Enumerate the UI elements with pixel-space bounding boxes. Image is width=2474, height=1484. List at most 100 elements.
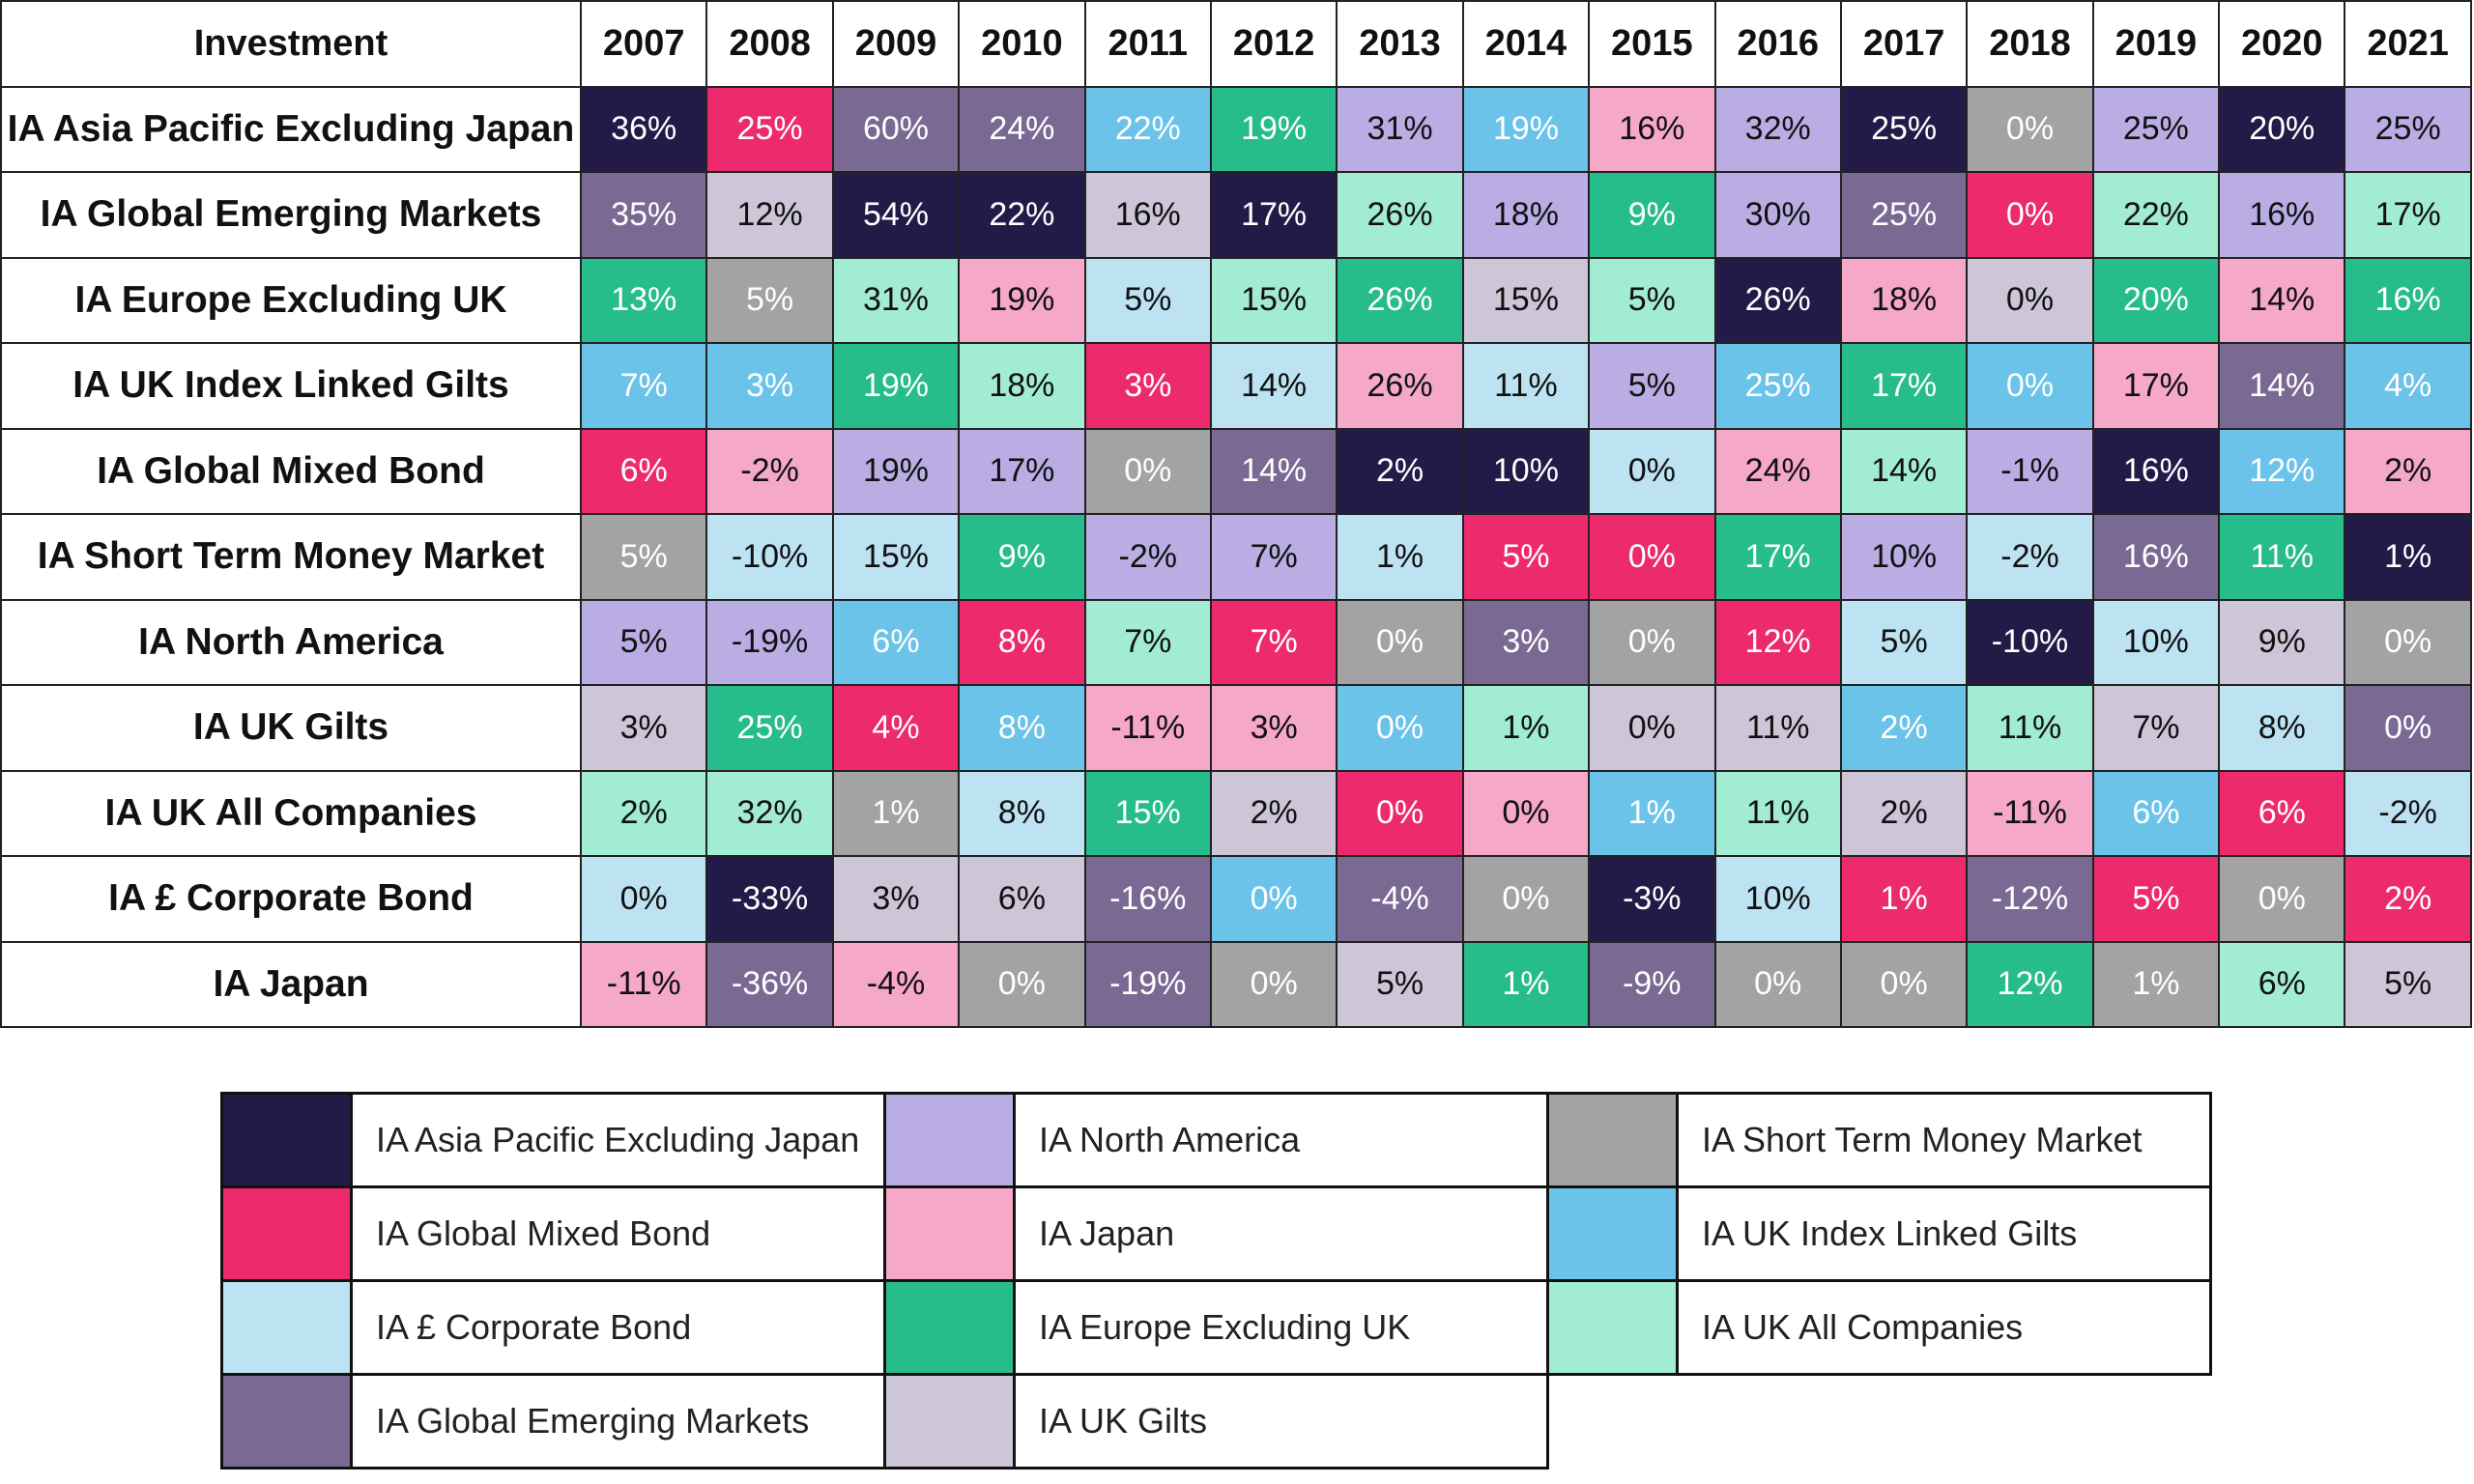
value-cell: 11% xyxy=(1966,684,2094,772)
value-cell: 0% xyxy=(1336,684,1464,772)
table-row: IA Japan -11% -36% -4% 0% -19% 0% 5% 1% -9% 0% 0% 12… xyxy=(0,940,2472,1028)
year-header-2021: 2021 xyxy=(2344,0,2472,88)
value-cell: 1% xyxy=(2091,940,2221,1028)
value-cell: 14% xyxy=(1209,427,1338,515)
value-cell: 0% xyxy=(1839,940,1969,1028)
value-cell: -12% xyxy=(1966,855,2094,943)
value-cell: 8% xyxy=(958,598,1086,686)
value-cell: 24% xyxy=(958,85,1086,173)
legend-row: IA Global Mixed Bond IA Japan IA UK Index … xyxy=(220,1185,2212,1282)
value-cell: 32% xyxy=(705,769,834,857)
row-label: IA UK Gilts xyxy=(0,684,582,772)
value-cell: -10% xyxy=(705,513,834,601)
value-cell: 11% xyxy=(1713,684,1842,772)
value-cell: 6% xyxy=(831,598,961,686)
legend-label: IA Global Emerging Markets xyxy=(350,1373,886,1470)
value-cell: 0% xyxy=(1966,85,2094,173)
value-cell: 26% xyxy=(1336,342,1464,430)
value-cell: 4% xyxy=(2344,342,2472,430)
value-cell: 5% xyxy=(705,256,834,344)
value-cell: 6% xyxy=(2091,769,2221,857)
value-cell: 16% xyxy=(2091,513,2221,601)
value-cell: -1% xyxy=(1966,427,2094,515)
value-cell: 5% xyxy=(579,513,708,601)
value-cell: 1% xyxy=(1461,684,1591,772)
value-cell: 0% xyxy=(1209,855,1338,943)
value-cell: -3% xyxy=(1588,855,1716,943)
value-cell: 17% xyxy=(1209,171,1338,259)
row-label: IA Global Emerging Markets xyxy=(0,171,582,259)
value-cell: 0% xyxy=(1966,342,2094,430)
value-cell: 25% xyxy=(705,684,834,772)
year-header-2018: 2018 xyxy=(1966,0,2094,88)
value-cell: 11% xyxy=(1461,342,1591,430)
value-cell: 0% xyxy=(1209,940,1338,1028)
value-cell: 17% xyxy=(2344,171,2472,259)
table-row: IA Global Mixed Bond 6% -2% 19% 17% 0% 14% 2% 10… xyxy=(0,427,2472,515)
value-cell: 0% xyxy=(1966,171,2094,259)
value-cell: 7% xyxy=(1209,598,1338,686)
year-header-2008: 2008 xyxy=(705,0,834,88)
legend-label: IA UK Index Linked Gilts xyxy=(1676,1185,2212,1282)
legend-label: IA North America xyxy=(1013,1092,1549,1188)
value-cell: 0% xyxy=(958,940,1086,1028)
value-cell: 5% xyxy=(579,598,708,686)
legend-label: IA Asia Pacific Excluding Japan xyxy=(350,1092,886,1188)
value-cell: 3% xyxy=(1461,598,1591,686)
table-row: IA Europe Excluding UK 13% 5% 31% 19% 5% 15% 26… xyxy=(0,256,2472,344)
value-cell: -4% xyxy=(1336,855,1464,943)
performance-table: Investment 2007 2008 2009 2010 2011 2012 2013 2… xyxy=(0,0,2472,1028)
value-cell: 3% xyxy=(579,684,708,772)
value-cell: 16% xyxy=(2344,256,2472,344)
legend-row: IA £ Corporate Bond IA Europe Excluding U… xyxy=(220,1279,2212,1376)
table-row: IA North America 5% -19% 6% 8% 7% 7% 0% 3% 0% 12% 5… xyxy=(0,598,2472,686)
value-cell: 5% xyxy=(2091,855,2221,943)
value-cell: 9% xyxy=(1588,171,1716,259)
value-cell: 31% xyxy=(831,256,961,344)
value-cell: 2% xyxy=(1336,427,1464,515)
legend-row: IA Asia Pacific Excluding Japan IA North … xyxy=(220,1092,2212,1188)
year-header-2009: 2009 xyxy=(831,0,961,88)
value-cell: 3% xyxy=(705,342,834,430)
value-cell: 26% xyxy=(1713,256,1842,344)
legend-swatch xyxy=(883,1279,1016,1376)
value-cell: 17% xyxy=(1839,342,1969,430)
value-cell: 15% xyxy=(831,513,961,601)
value-cell: -33% xyxy=(705,855,834,943)
legend-label: IA UK Gilts xyxy=(1013,1373,1549,1470)
value-cell: 20% xyxy=(2218,85,2346,173)
value-cell: 16% xyxy=(2091,427,2221,515)
value-cell: 19% xyxy=(831,342,961,430)
table-row: IA UK Index Linked Gilts 7% 3% 19% 18% 3% 14% 2… xyxy=(0,342,2472,430)
legend-swatch xyxy=(1546,1185,1679,1282)
legend-swatch xyxy=(883,1185,1016,1282)
value-cell: 5% xyxy=(2344,940,2472,1028)
legend-label: IA Japan xyxy=(1013,1185,1549,1282)
value-cell: 25% xyxy=(2344,85,2472,173)
value-cell: 26% xyxy=(1336,171,1464,259)
value-cell: 12% xyxy=(2218,427,2346,515)
value-cell: 0% xyxy=(1461,769,1591,857)
value-cell: 6% xyxy=(579,427,708,515)
legend-swatch xyxy=(1546,1092,1679,1188)
row-label: IA UK Index Linked Gilts xyxy=(0,342,582,430)
row-label: IA North America xyxy=(0,598,582,686)
value-cell: 18% xyxy=(1839,256,1969,344)
value-cell: 3% xyxy=(831,855,961,943)
value-cell: 5% xyxy=(1588,342,1716,430)
value-cell: 12% xyxy=(1966,940,2094,1028)
value-cell: 18% xyxy=(1461,171,1591,259)
value-cell: 7% xyxy=(579,342,708,430)
value-cell: 2% xyxy=(2344,427,2472,515)
value-cell: 11% xyxy=(1713,769,1842,857)
value-cell: -4% xyxy=(831,940,961,1028)
legend-label: IA Global Mixed Bond xyxy=(350,1185,886,1282)
value-cell: 2% xyxy=(1209,769,1338,857)
value-cell: 2% xyxy=(1839,769,1969,857)
value-cell: 1% xyxy=(1461,940,1591,1028)
value-cell: 0% xyxy=(1588,684,1716,772)
value-cell: 13% xyxy=(579,256,708,344)
value-cell: -36% xyxy=(705,940,834,1028)
legend-swatch xyxy=(883,1092,1016,1188)
value-cell: 22% xyxy=(1083,85,1212,173)
